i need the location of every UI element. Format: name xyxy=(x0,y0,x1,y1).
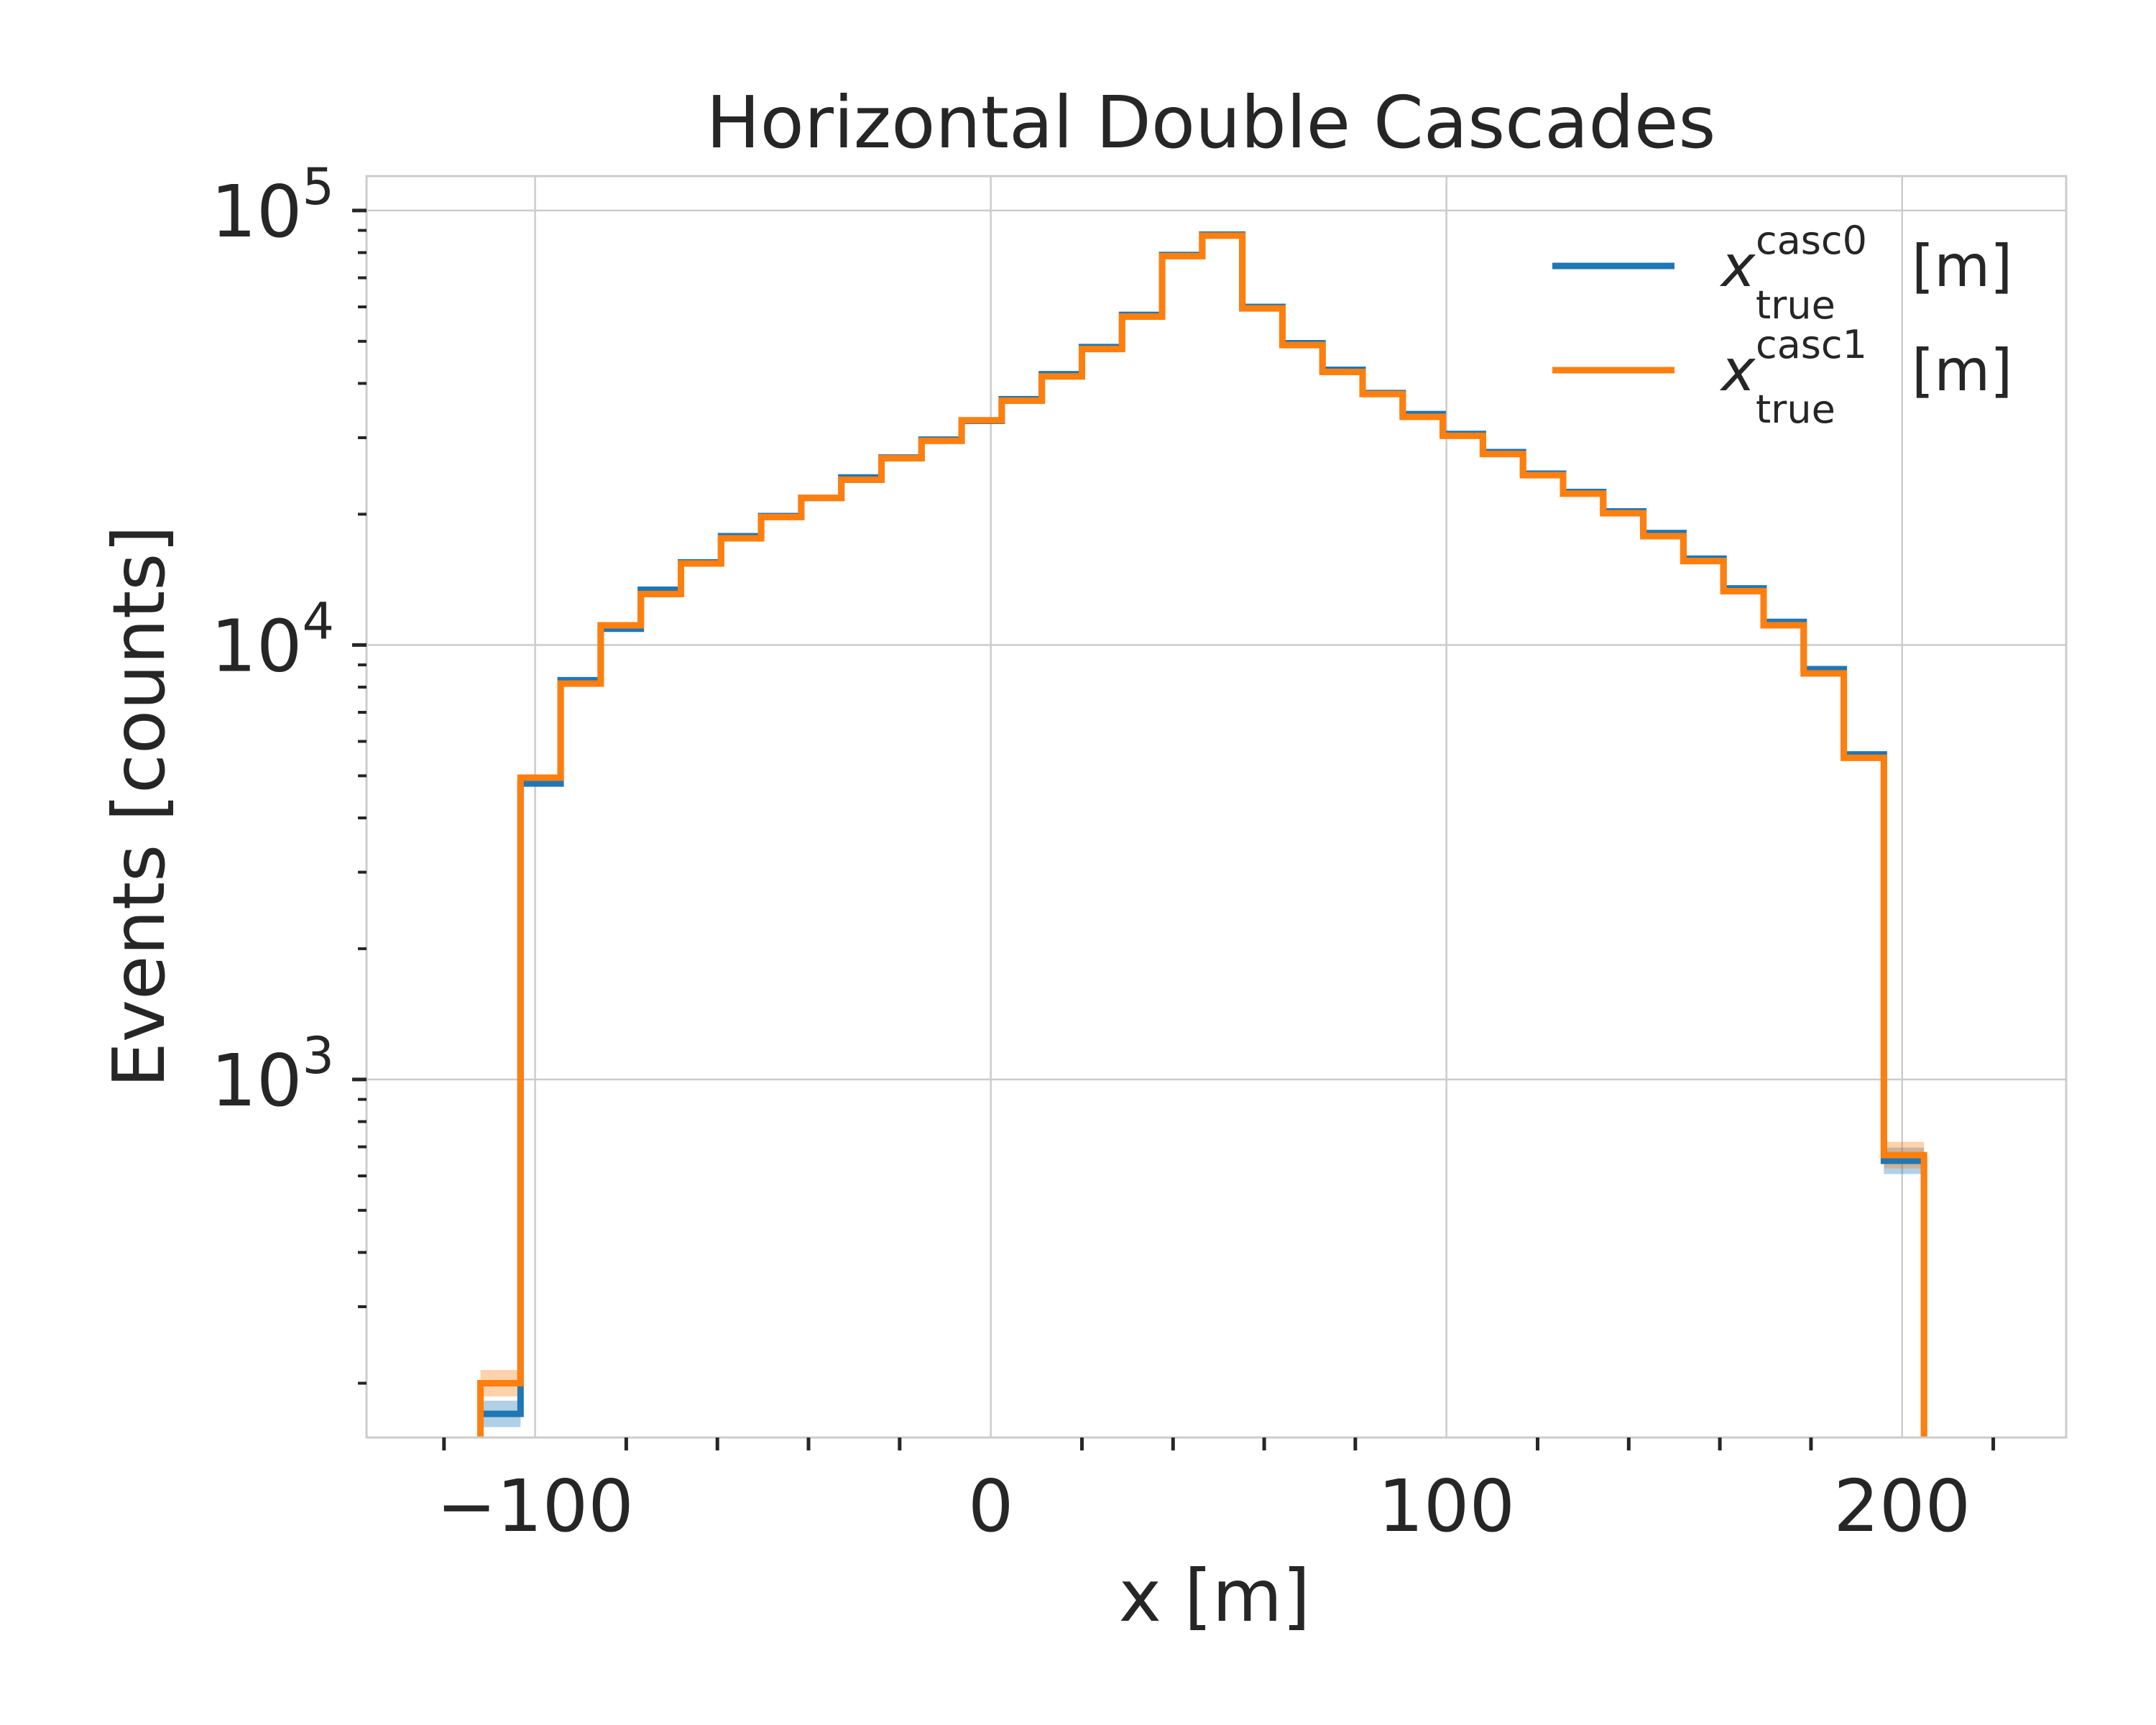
x-tick-label: 200 xyxy=(1833,1464,1971,1548)
legend-superscript: casc0 xyxy=(1756,218,1867,263)
y-tick-exponent: 5 xyxy=(302,157,334,216)
x-tick-label: 0 xyxy=(968,1464,1014,1548)
grid xyxy=(367,176,2066,1438)
y-tick-exponent: 3 xyxy=(302,1026,334,1085)
y-axis-label: Events [counts] xyxy=(97,525,181,1088)
legend-var: x xyxy=(1719,337,1756,404)
legend-suffix: [m] xyxy=(1912,337,2012,404)
legend: xcasc0 true[m]xcasc1 true[m] xyxy=(1552,218,2012,432)
legend-suffix: [m] xyxy=(1912,233,2012,300)
x-axis-label: x [m] xyxy=(1119,1554,1310,1638)
y-tick-base: 10 xyxy=(211,170,302,254)
x-tick-label: −100 xyxy=(436,1464,634,1548)
legend-superscript: casc1 xyxy=(1756,322,1867,367)
series-line-casc1 xyxy=(477,232,1927,1438)
y-tick-base: 10 xyxy=(211,1039,302,1123)
y-tick-label: 103 xyxy=(211,1026,334,1123)
y-tick-exponent: 4 xyxy=(302,592,334,650)
series-layer xyxy=(477,231,1927,1438)
x-tick-label: 100 xyxy=(1378,1464,1515,1548)
plot-background xyxy=(367,176,2066,1438)
y-tick-label: 105 xyxy=(211,157,334,254)
legend-label: xcasc0 true [m] xyxy=(1719,218,2012,328)
y-tick-label: 104 xyxy=(211,592,334,688)
legend-subscript: true xyxy=(1756,387,1835,432)
legend-subscript: true xyxy=(1756,282,1835,328)
legend-label: xcasc1 true [m] xyxy=(1719,322,2012,432)
x-axis: −100 0 100 200 xyxy=(436,1438,1996,1548)
plot-area xyxy=(365,175,2068,1439)
y-tick-base: 10 xyxy=(211,604,302,688)
chart-title: Horizontal Double Cascades xyxy=(706,80,1715,165)
plot-frame xyxy=(365,175,2068,1439)
legend-var: x xyxy=(1719,233,1756,300)
